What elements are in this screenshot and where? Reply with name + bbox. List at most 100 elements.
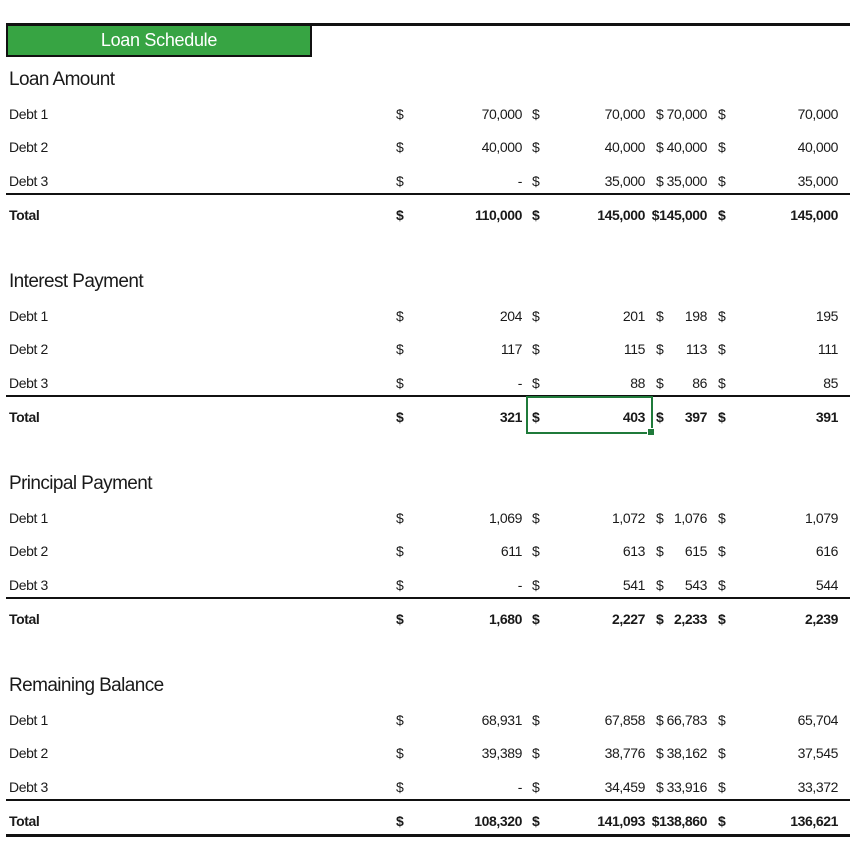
amount-cell[interactable]: 65,704	[797, 711, 839, 728]
amount-cell[interactable]: 40,000	[604, 139, 646, 156]
amount-cell[interactable]: 544	[815, 577, 839, 594]
currency-symbol[interactable]: $	[718, 375, 726, 392]
row-label[interactable]: Debt 3	[9, 375, 48, 392]
currency-symbol[interactable]: $	[656, 610, 664, 627]
currency-symbol[interactable]: $	[718, 307, 726, 324]
row-label[interactable]: Total	[9, 812, 40, 829]
row-label[interactable]: Total	[9, 206, 40, 223]
currency-symbol[interactable]: $	[656, 307, 664, 324]
amount-cell[interactable]: 145,000	[790, 206, 838, 223]
currency-symbol[interactable]: $	[532, 509, 540, 526]
currency-symbol[interactable]: $	[532, 105, 540, 122]
amount-cell[interactable]: $145,000	[651, 206, 708, 223]
amount-cell[interactable]: 204	[499, 307, 523, 324]
currency-symbol[interactable]: $	[532, 577, 540, 594]
amount-cell[interactable]: 110,000	[474, 206, 522, 223]
row-label[interactable]: Debt 2	[9, 543, 48, 560]
currency-symbol[interactable]: $	[718, 711, 726, 728]
currency-symbol[interactable]: $	[718, 543, 726, 560]
amount-cell[interactable]: 70,000	[797, 105, 839, 122]
currency-symbol[interactable]: $	[396, 307, 404, 324]
currency-symbol[interactable]: $	[656, 408, 664, 425]
currency-symbol[interactable]: $	[396, 408, 404, 425]
amount-cell[interactable]: $138,860	[651, 812, 708, 829]
currency-symbol[interactable]: $	[396, 206, 404, 223]
amount-cell[interactable]: 85	[823, 375, 838, 392]
amount-cell[interactable]: 397	[684, 408, 708, 425]
currency-symbol[interactable]: $	[396, 543, 404, 560]
amount-cell[interactable]: 2,239	[804, 610, 838, 627]
row-label[interactable]: Debt 2	[9, 745, 48, 762]
amount-cell[interactable]: 2,233	[673, 610, 707, 627]
amount-cell[interactable]: 86	[692, 375, 707, 392]
amount-cell[interactable]: 88	[630, 375, 645, 392]
currency-symbol[interactable]: $	[532, 610, 540, 627]
amount-cell[interactable]: 321	[499, 408, 523, 425]
currency-symbol[interactable]: $	[718, 779, 726, 796]
amount-cell[interactable]: -	[517, 375, 523, 392]
currency-symbol[interactable]: $	[532, 408, 540, 425]
currency-symbol[interactable]: $	[656, 577, 664, 594]
currency-symbol[interactable]: $	[718, 745, 726, 762]
amount-cell[interactable]: 543	[684, 577, 708, 594]
currency-symbol[interactable]: $	[532, 543, 540, 560]
amount-cell[interactable]: 70,000	[666, 105, 708, 122]
amount-cell[interactable]: 1,069	[488, 509, 522, 526]
amount-cell[interactable]: 611	[500, 543, 523, 560]
currency-symbol[interactable]: $	[718, 812, 726, 829]
amount-cell[interactable]: 541	[622, 577, 646, 594]
currency-symbol[interactable]: $	[532, 812, 540, 829]
amount-cell[interactable]: 1,076	[673, 509, 707, 526]
amount-cell[interactable]: 145,000	[597, 206, 645, 223]
amount-cell[interactable]: 201	[622, 307, 646, 324]
currency-symbol[interactable]: $	[396, 812, 404, 829]
amount-cell[interactable]: 33,372	[797, 779, 839, 796]
amount-cell[interactable]: 35,000	[797, 173, 839, 190]
currency-symbol[interactable]: $	[396, 610, 404, 627]
amount-cell[interactable]: 70,000	[604, 105, 646, 122]
amount-cell[interactable]: 70,000	[481, 105, 523, 122]
currency-symbol[interactable]: $	[532, 206, 540, 223]
currency-symbol[interactable]: $	[532, 711, 540, 728]
currency-symbol[interactable]: $	[396, 779, 404, 796]
currency-symbol[interactable]: $	[656, 711, 664, 728]
currency-symbol[interactable]: $	[532, 375, 540, 392]
currency-symbol[interactable]: $	[718, 173, 726, 190]
amount-cell[interactable]: 38,162	[666, 745, 708, 762]
fill-handle[interactable]	[647, 428, 655, 436]
currency-symbol[interactable]: $	[396, 105, 404, 122]
currency-symbol[interactable]: $	[718, 105, 726, 122]
amount-cell[interactable]: 136,621	[790, 812, 838, 829]
section-heading[interactable]: Loan Amount	[9, 69, 115, 90]
amount-cell[interactable]: 2,227	[611, 610, 645, 627]
currency-symbol[interactable]: $	[656, 745, 664, 762]
amount-cell[interactable]: 37,545	[797, 745, 839, 762]
amount-cell[interactable]: 67,858	[604, 711, 646, 728]
amount-cell[interactable]: 113	[685, 341, 708, 358]
amount-cell[interactable]: 403	[622, 408, 646, 425]
row-label[interactable]: Debt 1	[9, 105, 48, 122]
row-label[interactable]: Debt 1	[9, 307, 48, 324]
currency-symbol[interactable]: $	[396, 577, 404, 594]
currency-symbol[interactable]: $	[532, 173, 540, 190]
amount-cell[interactable]: 40,000	[481, 139, 523, 156]
currency-symbol[interactable]: $	[656, 779, 664, 796]
currency-symbol[interactable]: $	[532, 139, 540, 156]
amount-cell[interactable]: 613	[622, 543, 646, 560]
amount-cell[interactable]: 1,680	[488, 610, 522, 627]
amount-cell[interactable]: 111	[817, 341, 838, 358]
amount-cell[interactable]: 198	[684, 307, 708, 324]
row-label[interactable]: Debt 3	[9, 173, 48, 190]
amount-cell[interactable]: 195	[815, 307, 839, 324]
row-label[interactable]: Debt 1	[9, 509, 48, 526]
spreadsheet-grid[interactable]: Loan Schedule Loan Amount Debt 1 $70,000 $7…	[6, 23, 850, 837]
loan-schedule-title-cell[interactable]: Loan Schedule	[6, 26, 312, 57]
amount-cell[interactable]: 1,072	[611, 509, 645, 526]
section-heading[interactable]: Interest Payment	[9, 271, 144, 292]
currency-symbol[interactable]: $	[396, 341, 404, 358]
section-heading[interactable]: Principal Payment	[9, 473, 153, 494]
amount-cell[interactable]: 141,093	[597, 812, 645, 829]
row-label[interactable]: Debt 2	[9, 139, 48, 156]
amount-cell[interactable]: 35,000	[604, 173, 646, 190]
amount-cell[interactable]: 1,079	[804, 509, 838, 526]
